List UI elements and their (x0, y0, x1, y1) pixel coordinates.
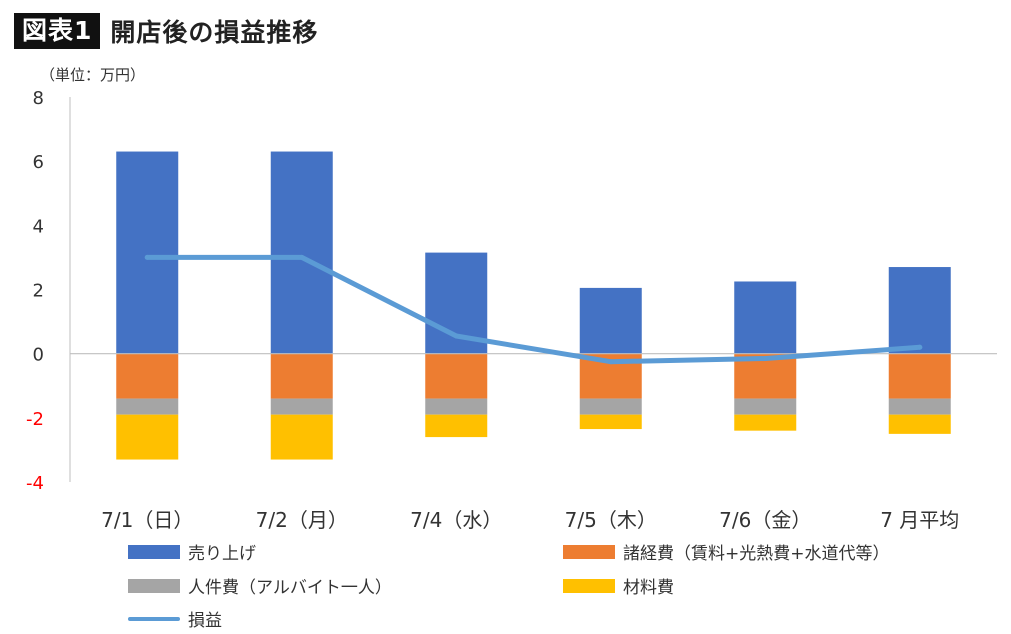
materials-bar (425, 414, 488, 438)
x-tick-label: 7 月平均 (880, 508, 959, 532)
profit-point (144, 254, 150, 260)
x-tick-label: 7/4（水） (410, 508, 502, 532)
materials-bar (116, 414, 179, 460)
sales-bar (116, 151, 179, 354)
materials-bar (888, 414, 951, 434)
expenses-bar (270, 353, 333, 399)
profit-point (762, 355, 768, 361)
profit-point (608, 359, 614, 365)
y-tick-label: -4 (26, 473, 44, 494)
profit-point (917, 344, 923, 350)
y-tick-label: 0 (33, 345, 44, 366)
personnel-bar (425, 398, 488, 415)
unit-label: （単位：万円） (40, 66, 146, 84)
y-tick-label: -2 (26, 409, 44, 430)
sales-bar (888, 267, 951, 354)
y-tick-label: 6 (33, 152, 44, 173)
figure-label: 図表1 (14, 13, 101, 49)
figure-header: 図表1 開店後の損益推移 (14, 12, 318, 50)
x-tick-label: 7/2（月） (256, 508, 348, 532)
x-tick-label: 7/6（金） (719, 508, 811, 532)
y-tick-label: 4 (33, 216, 44, 237)
x-tick-label: 7/1（日） (101, 508, 193, 532)
personnel-bar (734, 398, 797, 415)
materials-bar (734, 414, 797, 431)
figure-title: 開店後の損益推移 (110, 18, 319, 47)
sales-bar (579, 287, 642, 354)
x-tick-label: 7/5（木） (565, 508, 657, 532)
sales-bar (270, 151, 333, 354)
personnel-bar (888, 398, 951, 415)
materials-bar (270, 414, 333, 460)
y-tick-label: 2 (33, 281, 44, 302)
expenses-bar (888, 353, 951, 399)
expenses-bar (425, 353, 488, 399)
sales-bar (734, 281, 797, 354)
personnel-bar (579, 398, 642, 415)
materials-bar (579, 414, 642, 430)
y-tick-label: 8 (33, 88, 44, 109)
personnel-bar (116, 398, 179, 415)
profit-point (453, 333, 459, 339)
profit-point (299, 254, 305, 260)
expenses-bar (116, 353, 179, 399)
profit-line (144, 254, 923, 365)
personnel-bar (270, 398, 333, 415)
